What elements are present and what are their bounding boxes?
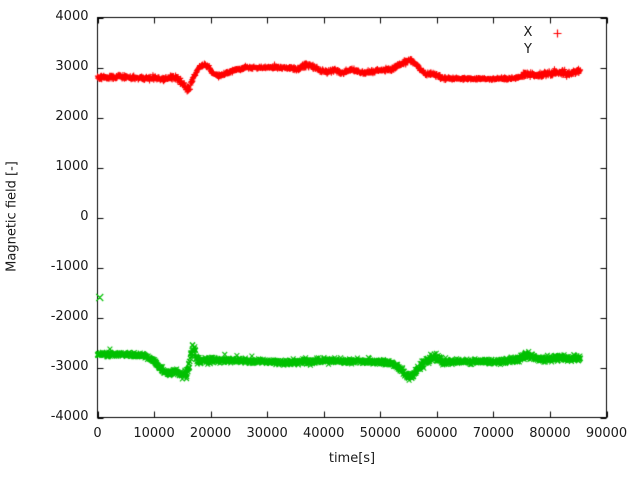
x-tick-label: 80000 xyxy=(529,425,571,441)
x-tick-label: 0 xyxy=(93,425,102,441)
x-tick-label: 10000 xyxy=(133,425,175,441)
y-tick-label: 2000 xyxy=(55,109,89,124)
x-tick-label: 60000 xyxy=(416,425,458,441)
x-axis-title: time[s] xyxy=(328,451,376,466)
y-tick-label: 3000 xyxy=(55,59,89,74)
y-tick-label: -4000 xyxy=(50,409,89,424)
y-tick-label: 1000 xyxy=(55,159,89,174)
x-tick-label: 40000 xyxy=(303,425,345,441)
y-tick-label: 0 xyxy=(80,209,89,224)
x-tick-label: 50000 xyxy=(359,425,401,441)
x-tick-label: 30000 xyxy=(246,425,288,441)
y-tick-label: 4000 xyxy=(55,9,89,24)
legend-label-y: Y xyxy=(524,42,532,57)
x-tick-label: 20000 xyxy=(189,425,232,441)
x-tick-label: 70000 xyxy=(472,425,515,441)
x-tick-label: 90000 xyxy=(585,425,628,441)
y-tick-label: -3000 xyxy=(50,359,89,374)
legend-label-x: X xyxy=(523,25,533,40)
y-tick-label: -1000 xyxy=(50,259,89,274)
y-axis-title: Magnetic field [-] xyxy=(4,161,20,272)
y-tick-label: -2000 xyxy=(50,309,89,324)
